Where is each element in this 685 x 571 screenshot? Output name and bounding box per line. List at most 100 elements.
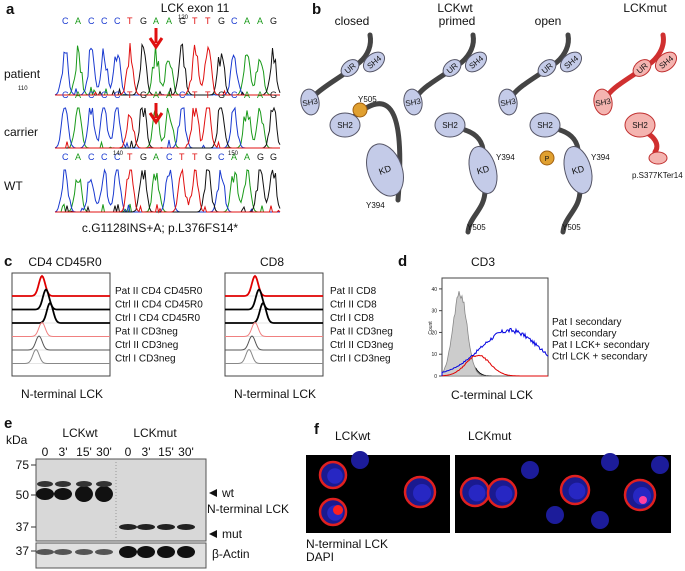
band	[54, 549, 72, 555]
domain	[434, 112, 466, 138]
base: C	[166, 152, 173, 162]
linker	[465, 187, 488, 235]
mutation-label: p.S377KTer14	[632, 171, 683, 180]
site-label: Y394	[496, 153, 515, 162]
band-label: wt	[221, 486, 235, 500]
base: T	[192, 16, 198, 26]
y-tick-label: 0	[434, 374, 437, 380]
band	[54, 488, 72, 500]
base: C	[88, 152, 95, 162]
band	[119, 524, 137, 530]
base: A	[75, 152, 81, 162]
histogram	[441, 354, 548, 377]
legend-entry: Pat I secondary	[552, 317, 621, 328]
base: G	[140, 90, 147, 100]
timepoint: 30'	[178, 445, 194, 459]
domain	[362, 51, 386, 73]
base: T	[127, 16, 133, 26]
band	[36, 549, 54, 555]
band	[95, 549, 113, 555]
plot-frame	[224, 272, 324, 377]
base: G	[270, 16, 277, 26]
base: T	[192, 90, 198, 100]
band	[177, 524, 195, 530]
histogram	[225, 288, 323, 311]
site-label: Y394	[366, 201, 385, 210]
domain-label: SH3	[405, 97, 422, 109]
band	[177, 546, 195, 558]
base: C	[218, 152, 225, 162]
group-label: LCKmut	[468, 429, 512, 443]
panel-label: a	[6, 1, 15, 18]
domain	[559, 51, 583, 73]
domain	[468, 146, 498, 194]
state: open	[535, 14, 562, 28]
domain	[654, 51, 678, 73]
base: G	[218, 90, 225, 100]
legend-entry: Ctrl II CD4 CD45R0	[115, 300, 203, 311]
linker	[605, 32, 666, 98]
legend-entry: Ctrl secondary	[552, 329, 616, 340]
band	[55, 481, 71, 487]
band	[37, 481, 53, 487]
histogram	[225, 335, 323, 351]
site-label: Y505	[562, 223, 581, 232]
row-label: patient	[4, 67, 41, 81]
nucleus	[468, 484, 486, 502]
site-label: Y505	[358, 95, 377, 104]
histogram	[12, 321, 110, 337]
y-tick-label: 10	[431, 352, 437, 358]
base: T	[192, 152, 198, 162]
domain	[403, 88, 423, 116]
marker-label: 37	[16, 544, 30, 558]
timepoint: 0	[42, 445, 49, 459]
panel-label: d	[398, 253, 407, 270]
legend-entry: Pat II CD4 CD45R0	[115, 286, 203, 297]
band	[157, 524, 175, 530]
linker	[510, 32, 571, 98]
histogram	[225, 348, 323, 364]
histogram	[12, 348, 110, 364]
timepoint: 3'	[59, 445, 68, 459]
nucleus	[495, 485, 513, 503]
position: 110	[18, 86, 28, 92]
histogram	[12, 288, 110, 311]
linker	[415, 32, 476, 98]
base: C	[114, 90, 121, 100]
domain-label: SH2	[442, 121, 458, 130]
domain	[593, 88, 613, 116]
domain	[498, 88, 518, 116]
caption: c.G1128INS+A; p.L376FS14*	[82, 221, 239, 235]
base: C	[101, 90, 108, 100]
base: A	[75, 90, 81, 100]
panel-label: c	[4, 253, 12, 270]
base: A	[244, 152, 250, 162]
legend-entry: Pat II CD8	[330, 286, 377, 297]
legend-entry: Ctrl LCK + secondary	[552, 352, 647, 363]
pointer	[209, 530, 217, 538]
y-tick-label: 40	[431, 287, 437, 293]
plot-title: CD4 CD45R0	[28, 255, 102, 269]
base: C	[88, 16, 95, 26]
domain-label: SH2	[337, 121, 353, 130]
site-label: Y394	[591, 153, 610, 162]
panel-title: LCK exon 11	[161, 1, 230, 15]
group-label: LCKmut	[133, 426, 177, 440]
x-label: N-terminal LCK	[234, 387, 316, 401]
domain	[624, 112, 656, 138]
base: G	[270, 152, 277, 162]
base: C	[88, 90, 95, 100]
construct: LCKmut	[623, 1, 667, 15]
marker-label: 37	[16, 520, 30, 534]
timepoint: 3'	[142, 445, 151, 459]
histogram	[441, 291, 548, 377]
nucleus	[351, 451, 369, 469]
marker-label: 50	[16, 488, 30, 502]
arrow-head	[148, 112, 164, 125]
band	[119, 546, 137, 558]
base: C	[62, 90, 69, 100]
base: A	[153, 152, 159, 162]
histogram	[12, 301, 110, 324]
base: G	[270, 90, 277, 100]
